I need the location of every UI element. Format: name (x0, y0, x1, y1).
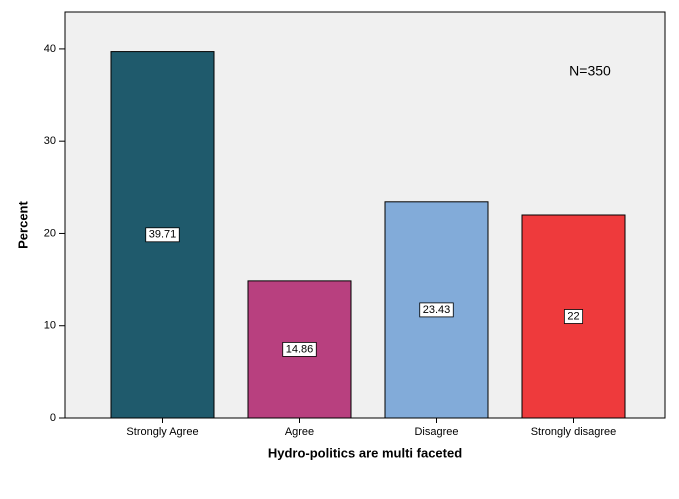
y-tick-label: 20 (44, 227, 56, 239)
value-label: 14.86 (286, 343, 314, 355)
x-tick-label: Disagree (414, 426, 458, 438)
value-label-box (563, 309, 584, 324)
y-tick-label: 0 (50, 412, 56, 424)
y-tick-label: 40 (44, 43, 56, 55)
value-label: 23.43 (423, 304, 451, 316)
value-label-box (282, 342, 317, 357)
value-label-box (145, 227, 180, 243)
value-label: 39.71 (149, 229, 177, 241)
x-tick-label: Strongly Agree (126, 426, 198, 438)
x-tick-label: Strongly disagree (531, 426, 617, 438)
x-tick-label: Agree (285, 426, 314, 438)
value-label: 22 (567, 310, 579, 322)
x-axis-title: Hydro-politics are multi faceted (268, 445, 462, 460)
y-tick-label: 10 (44, 320, 56, 332)
value-label-box (419, 302, 454, 318)
annotation: N=350 (569, 63, 611, 79)
y-tick-label: 30 (44, 135, 56, 147)
y-axis-title: Percent (15, 200, 30, 248)
